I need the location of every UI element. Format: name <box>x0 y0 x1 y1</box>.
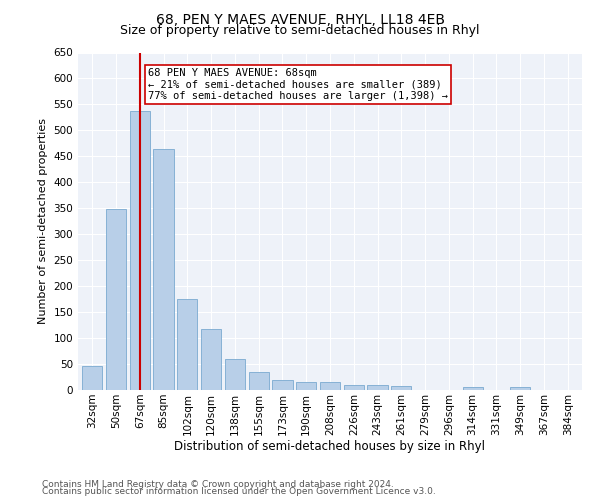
Bar <box>225 360 245 390</box>
Bar <box>154 148 173 390</box>
Bar <box>391 386 412 390</box>
Bar <box>82 366 103 390</box>
Text: Contains public sector information licensed under the Open Government Licence v3: Contains public sector information licen… <box>42 488 436 496</box>
Bar <box>320 382 340 390</box>
Text: Size of property relative to semi-detached houses in Rhyl: Size of property relative to semi-detach… <box>120 24 480 37</box>
Text: 68 PEN Y MAES AVENUE: 68sqm
← 21% of semi-detached houses are smaller (389)
77% : 68 PEN Y MAES AVENUE: 68sqm ← 21% of sem… <box>148 68 448 102</box>
Bar <box>201 329 221 390</box>
Bar <box>463 387 483 390</box>
Bar <box>106 209 126 390</box>
X-axis label: Distribution of semi-detached houses by size in Rhyl: Distribution of semi-detached houses by … <box>175 440 485 454</box>
Bar <box>272 380 293 390</box>
Bar <box>248 372 269 390</box>
Bar <box>130 111 150 390</box>
Bar <box>367 385 388 390</box>
Text: Contains HM Land Registry data © Crown copyright and database right 2024.: Contains HM Land Registry data © Crown c… <box>42 480 394 489</box>
Y-axis label: Number of semi-detached properties: Number of semi-detached properties <box>38 118 48 324</box>
Text: 68, PEN Y MAES AVENUE, RHYL, LL18 4EB: 68, PEN Y MAES AVENUE, RHYL, LL18 4EB <box>155 12 445 26</box>
Bar <box>177 299 197 390</box>
Bar <box>510 388 530 390</box>
Bar <box>344 385 364 390</box>
Bar <box>296 382 316 390</box>
